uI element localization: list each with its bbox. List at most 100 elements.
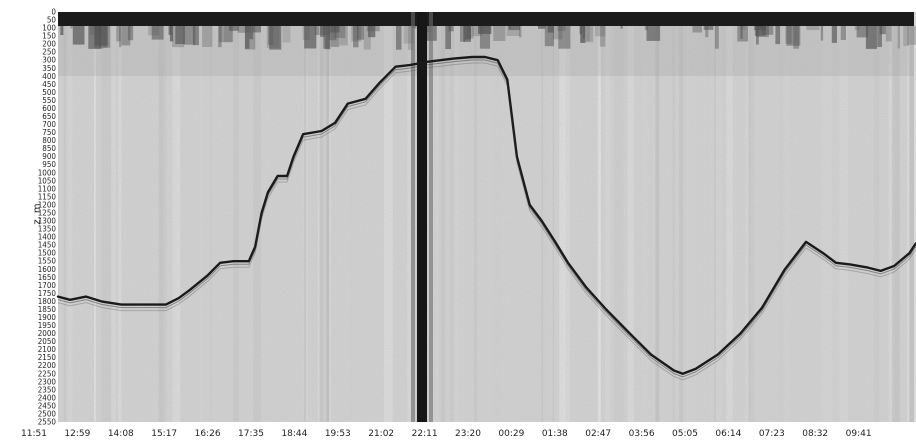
x-tick-label: 14:08 xyxy=(108,429,134,439)
surface-noise xyxy=(445,26,451,49)
surface-noise xyxy=(692,26,702,33)
surface-noise xyxy=(448,26,454,32)
surface-noise xyxy=(116,26,121,42)
surface-noise xyxy=(334,26,346,38)
y-tick-label: 2350 xyxy=(38,385,57,394)
surface-noise xyxy=(88,26,102,49)
surface-noise xyxy=(202,26,213,47)
surface-noise xyxy=(407,26,414,50)
y-tick-label: 600 xyxy=(42,104,56,113)
surface-noise xyxy=(237,26,251,33)
y-tick-label: 1550 xyxy=(38,257,57,266)
surface-noise xyxy=(151,26,164,40)
surface-noise xyxy=(558,26,571,49)
x-tick-label: 22:11 xyxy=(412,429,438,439)
y-tick-label: 1700 xyxy=(38,281,57,290)
y-tick-label: 1950 xyxy=(38,321,57,330)
surface-noise xyxy=(840,26,846,40)
y-tick-label: 1400 xyxy=(38,233,57,242)
x-tick-label: 06:14 xyxy=(715,429,741,439)
surface-noise xyxy=(403,26,414,44)
surface-noise xyxy=(831,26,837,43)
x-tick-label: 03:56 xyxy=(629,429,655,439)
noise-texture xyxy=(58,12,914,422)
surface-noise xyxy=(269,26,282,50)
y-tick-label: 1100 xyxy=(38,184,57,193)
y-tick-label: 50 xyxy=(47,16,57,25)
surface-noise xyxy=(353,26,359,48)
y-tick-label: 1450 xyxy=(38,241,57,250)
y-tick-label: 2100 xyxy=(38,345,57,354)
y-tick-label: 2000 xyxy=(38,329,57,338)
x-tick-label: 02:47 xyxy=(585,429,611,439)
surface-noise xyxy=(557,26,566,31)
surface-noise xyxy=(218,26,222,48)
y-tick-label: 1050 xyxy=(38,176,57,185)
y-tick-label: 2250 xyxy=(38,369,57,378)
y-tick-label: 800 xyxy=(42,136,56,145)
surface-noise xyxy=(282,26,291,43)
surface-noise xyxy=(478,26,492,34)
artifact-edge xyxy=(411,12,415,422)
surface-noise xyxy=(506,26,520,36)
surface-noise-band xyxy=(58,12,916,76)
y-tick-label: 1150 xyxy=(38,192,57,201)
x-tick-label: 17:35 xyxy=(238,429,264,439)
surface-noise xyxy=(72,26,85,45)
vertical-artifact-stripe xyxy=(411,12,433,422)
surface-noise xyxy=(356,26,364,40)
surface-noise xyxy=(877,26,882,47)
surface-noise xyxy=(60,26,64,35)
surface-noise xyxy=(552,26,563,40)
x-tick-label: 18:44 xyxy=(281,429,307,439)
surface-noise xyxy=(229,26,239,31)
surface-noise xyxy=(183,26,196,45)
surface-noise xyxy=(396,26,402,50)
surface-noise xyxy=(714,26,719,49)
y-tick-label: 1800 xyxy=(38,297,57,306)
y-tick-label: 650 xyxy=(42,112,56,121)
surface-noise xyxy=(646,26,661,41)
surface-noise xyxy=(169,26,174,42)
surface-noise xyxy=(363,26,371,50)
surface-noise xyxy=(595,26,606,37)
trace-echo xyxy=(57,62,916,381)
surface-noise xyxy=(330,26,340,47)
surface-noise xyxy=(879,26,886,35)
y-tick-label: 900 xyxy=(42,152,56,161)
surface-noise xyxy=(339,26,348,46)
surface-noise xyxy=(903,26,909,47)
surface-noise xyxy=(740,26,743,39)
surface-noise xyxy=(586,26,590,42)
y-tick-label: 2550 xyxy=(38,418,57,427)
trace-group xyxy=(56,55,916,381)
trace-line xyxy=(56,55,916,375)
y-tick-label: 1500 xyxy=(38,249,57,258)
x-tick-label: 00:29 xyxy=(498,429,524,439)
y-tick-label: 450 xyxy=(42,80,56,89)
surface-noise xyxy=(128,26,134,41)
surface-noise xyxy=(119,26,122,48)
y-tick-label: 1300 xyxy=(38,217,57,226)
y-tick-label: 1200 xyxy=(38,200,57,209)
surface-noise xyxy=(907,26,916,45)
surface-noise xyxy=(620,26,623,29)
y-tick-label: 850 xyxy=(42,144,56,153)
surface-noise xyxy=(509,26,520,31)
surface-noise xyxy=(463,26,471,42)
surface-noise xyxy=(70,26,73,29)
x-tick-label: 08:32 xyxy=(802,429,828,439)
surface-noise xyxy=(761,26,766,35)
y-tick-label: 2150 xyxy=(38,353,57,362)
surface-noise xyxy=(703,26,714,30)
x-tick-label: 11:51 xyxy=(21,429,47,439)
x-tick-label: 15:17 xyxy=(151,429,177,439)
y-tick-label: 400 xyxy=(42,72,56,81)
surface-noise xyxy=(756,26,769,37)
surface-noise xyxy=(328,26,337,41)
surface-noise xyxy=(538,26,546,29)
y-tick-label: 750 xyxy=(42,128,56,137)
y-tick-label: 200 xyxy=(42,40,56,49)
surface-noise xyxy=(885,26,892,42)
surface-band xyxy=(58,12,914,26)
